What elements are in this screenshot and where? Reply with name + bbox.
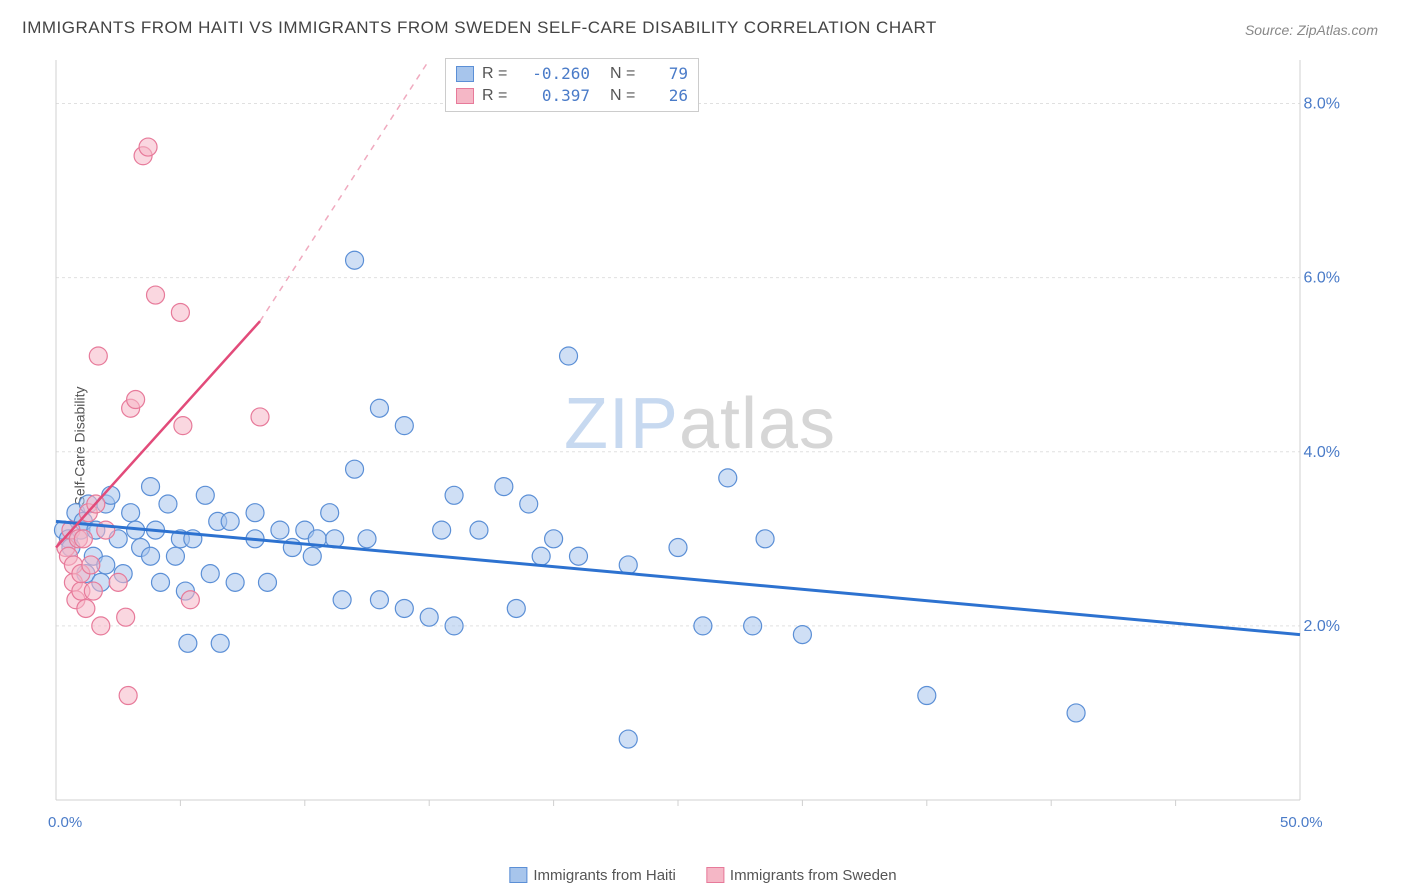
- correlation-legend: R =-0.260N =79R =0.397N =26: [445, 58, 699, 112]
- legend-item: Immigrants from Sweden: [706, 867, 897, 884]
- source-label: Source: ZipAtlas.com: [1245, 22, 1378, 38]
- series-legend: Immigrants from Haiti Immigrants from Swe…: [509, 867, 896, 884]
- svg-text:8.0%: 8.0%: [1304, 96, 1340, 113]
- x-axis-max-label: 50.0%: [1280, 814, 1323, 831]
- legend-item: Immigrants from Haiti: [509, 867, 676, 884]
- chart-title: IMMIGRANTS FROM HAITI VS IMMIGRANTS FROM…: [22, 18, 937, 38]
- svg-text:6.0%: 6.0%: [1304, 270, 1340, 287]
- svg-text:4.0%: 4.0%: [1304, 444, 1340, 461]
- x-axis-min-label: 0.0%: [48, 814, 82, 831]
- plot-area: 2.0%4.0%6.0%8.0% ZIPatlas: [50, 50, 1350, 830]
- svg-text:2.0%: 2.0%: [1304, 618, 1340, 635]
- scatter-chart: 2.0% 4.0% 6.0% 8.0%: [50, 50, 1350, 830]
